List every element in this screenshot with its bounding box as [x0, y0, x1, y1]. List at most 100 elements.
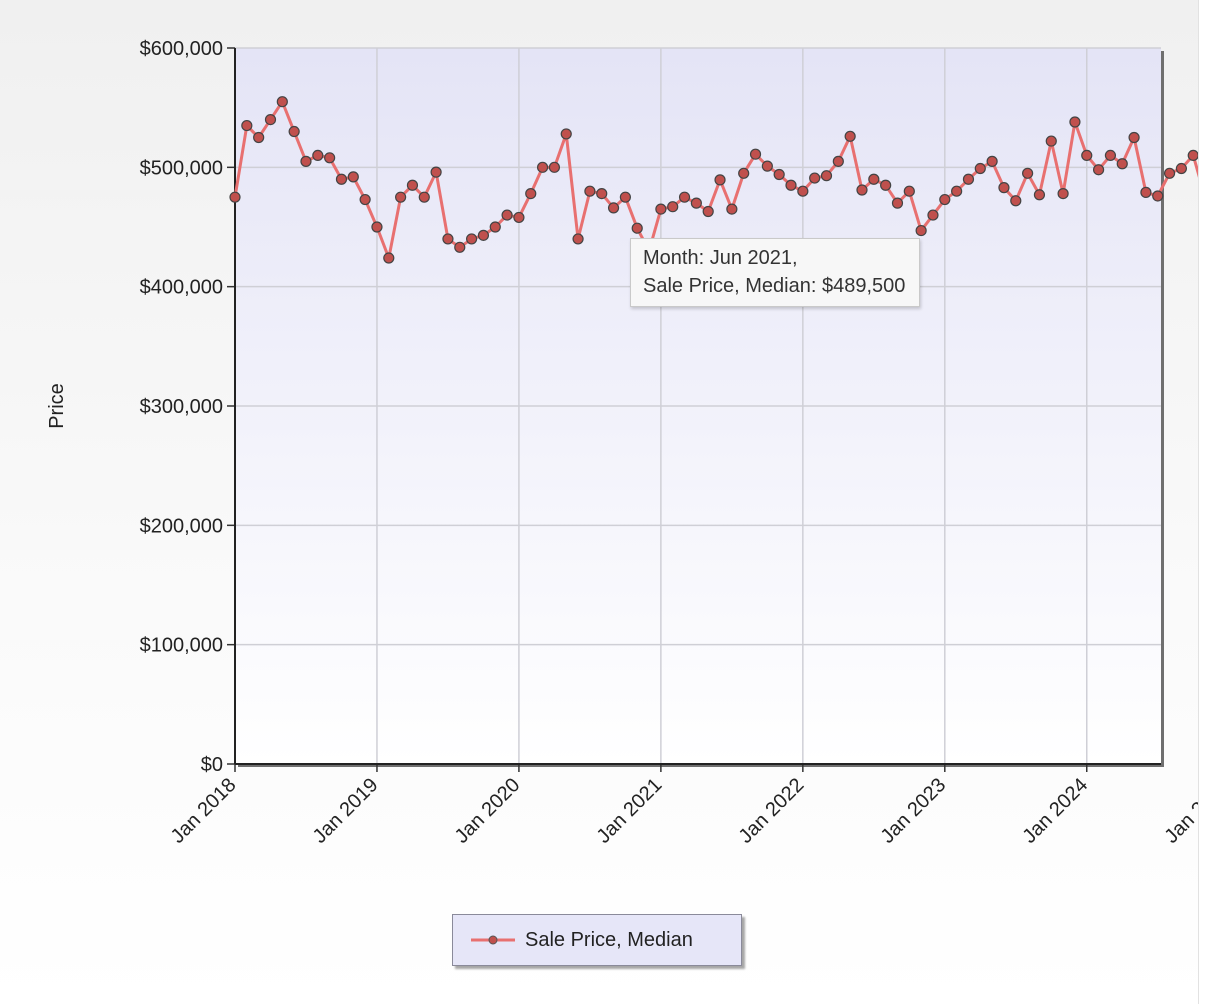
data-point[interactable] [951, 185, 963, 197]
data-point[interactable] [548, 161, 561, 173]
x-tick-label: Jan 2019 [309, 774, 383, 848]
x-axis: Jan 2018 Jan 2019 Jan 2020 Jan 2021 Jan 2022… [167, 763, 1198, 848]
data-point[interactable] [738, 167, 750, 179]
data-point[interactable] [418, 191, 430, 203]
data-point[interactable] [442, 233, 454, 245]
data-point[interactable] [690, 197, 702, 209]
data-point[interactable] [454, 241, 466, 253]
data-point[interactable] [347, 171, 359, 183]
y-axis-title: Price [46, 383, 68, 429]
x-tick-label: Jan 2018 [167, 774, 241, 848]
data-point[interactable] [619, 191, 631, 203]
data-point[interactable] [832, 155, 844, 167]
data-point[interactable] [974, 162, 986, 175]
data-point[interactable] [1092, 164, 1105, 176]
data-point[interactable] [1045, 135, 1057, 147]
data-tooltip: Month: Jun 2021, Sale Price, Median: $48… [630, 238, 921, 307]
data-point[interactable] [300, 155, 312, 167]
data-point[interactable] [667, 201, 679, 213]
y-tick-label: $300,000 [140, 396, 223, 418]
data-point[interactable] [371, 221, 383, 233]
data-point[interactable] [820, 170, 833, 182]
y-tick-label: $200,000 [140, 515, 223, 537]
data-point[interactable] [1081, 149, 1093, 161]
data-point[interactable] [359, 193, 371, 206]
x-tick-label: Jan 2024 [1019, 774, 1093, 848]
data-point[interactable] [253, 131, 265, 144]
data-point[interactable] [312, 149, 324, 161]
tooltip-month: Month: Jun 2021, [643, 247, 798, 269]
data-point[interactable] [939, 193, 951, 206]
data-point[interactable] [927, 209, 939, 221]
data-point[interactable] [678, 191, 691, 203]
data-point[interactable] [1022, 167, 1034, 179]
data-point[interactable] [1163, 167, 1176, 179]
data-point[interactable] [489, 221, 501, 233]
data-point[interactable] [335, 173, 348, 185]
data-point[interactable] [430, 166, 442, 178]
data-point[interactable] [1187, 149, 1198, 161]
data-point[interactable] [596, 187, 608, 200]
data-point[interactable] [1140, 186, 1152, 198]
x-tick-label: Jan 2025 [1161, 774, 1198, 848]
data-point[interactable] [749, 148, 762, 160]
data-point[interactable] [844, 130, 856, 142]
data-point[interactable] [536, 161, 549, 173]
data-point[interactable] [797, 185, 809, 197]
data-point[interactable] [1152, 190, 1164, 202]
data-point[interactable] [726, 203, 738, 215]
data-point[interactable] [1033, 189, 1046, 201]
data-point[interactable] [607, 202, 620, 214]
data-point[interactable] [264, 113, 277, 126]
data-point[interactable] [395, 191, 407, 203]
y-tick-label: $600,000 [140, 38, 223, 60]
data-point[interactable] [702, 205, 714, 218]
data-point[interactable] [406, 179, 419, 191]
data-point[interactable] [998, 182, 1010, 194]
data-point[interactable] [785, 179, 797, 191]
data-point[interactable] [276, 96, 288, 108]
data-point[interactable] [525, 187, 537, 200]
data-point[interactable] [466, 233, 478, 245]
data-point[interactable] [477, 229, 490, 241]
data-point[interactable] [809, 172, 821, 184]
data-point[interactable] [288, 125, 300, 138]
legend-line-marker-icon [471, 935, 515, 945]
data-point[interactable] [383, 252, 395, 264]
data-point[interactable] [1057, 187, 1069, 200]
data-point[interactable] [986, 155, 998, 167]
data-point[interactable] [903, 185, 915, 197]
data-point[interactable] [1010, 195, 1022, 207]
scroll-track [1198, 0, 1218, 1004]
data-point[interactable] [880, 179, 892, 191]
data-point[interactable] [962, 173, 975, 185]
data-point[interactable] [241, 119, 253, 132]
data-point[interactable] [572, 233, 584, 245]
data-point[interactable] [229, 191, 241, 203]
data-point[interactable] [631, 222, 643, 234]
data-point[interactable] [856, 184, 868, 196]
data-point[interactable] [773, 168, 785, 181]
data-point[interactable] [714, 174, 726, 186]
data-point[interactable] [915, 224, 927, 237]
x-tick-label: Jan 2023 [877, 774, 951, 848]
data-point[interactable] [584, 185, 596, 197]
y-tick-label: $400,000 [140, 277, 223, 299]
data-point[interactable] [513, 211, 525, 224]
data-point[interactable] [868, 173, 880, 185]
data-point[interactable] [655, 203, 667, 215]
legend-label: Sale Price, Median [525, 928, 693, 951]
y-axis: $600,000 $500,000 $400,000 $300,000 $200,000… [140, 38, 236, 776]
data-point[interactable] [1116, 158, 1128, 170]
series-sale-price-median [229, 96, 1198, 264]
grid [235, 47, 1161, 764]
data-point[interactable] [1128, 131, 1140, 144]
data-point[interactable] [1175, 162, 1188, 175]
data-point[interactable] [324, 152, 336, 164]
data-point[interactable] [501, 209, 513, 221]
data-point[interactable] [560, 128, 572, 140]
data-point[interactable] [1069, 116, 1081, 128]
data-point[interactable] [891, 197, 904, 209]
data-point[interactable] [1104, 149, 1117, 161]
data-point[interactable] [761, 160, 773, 172]
